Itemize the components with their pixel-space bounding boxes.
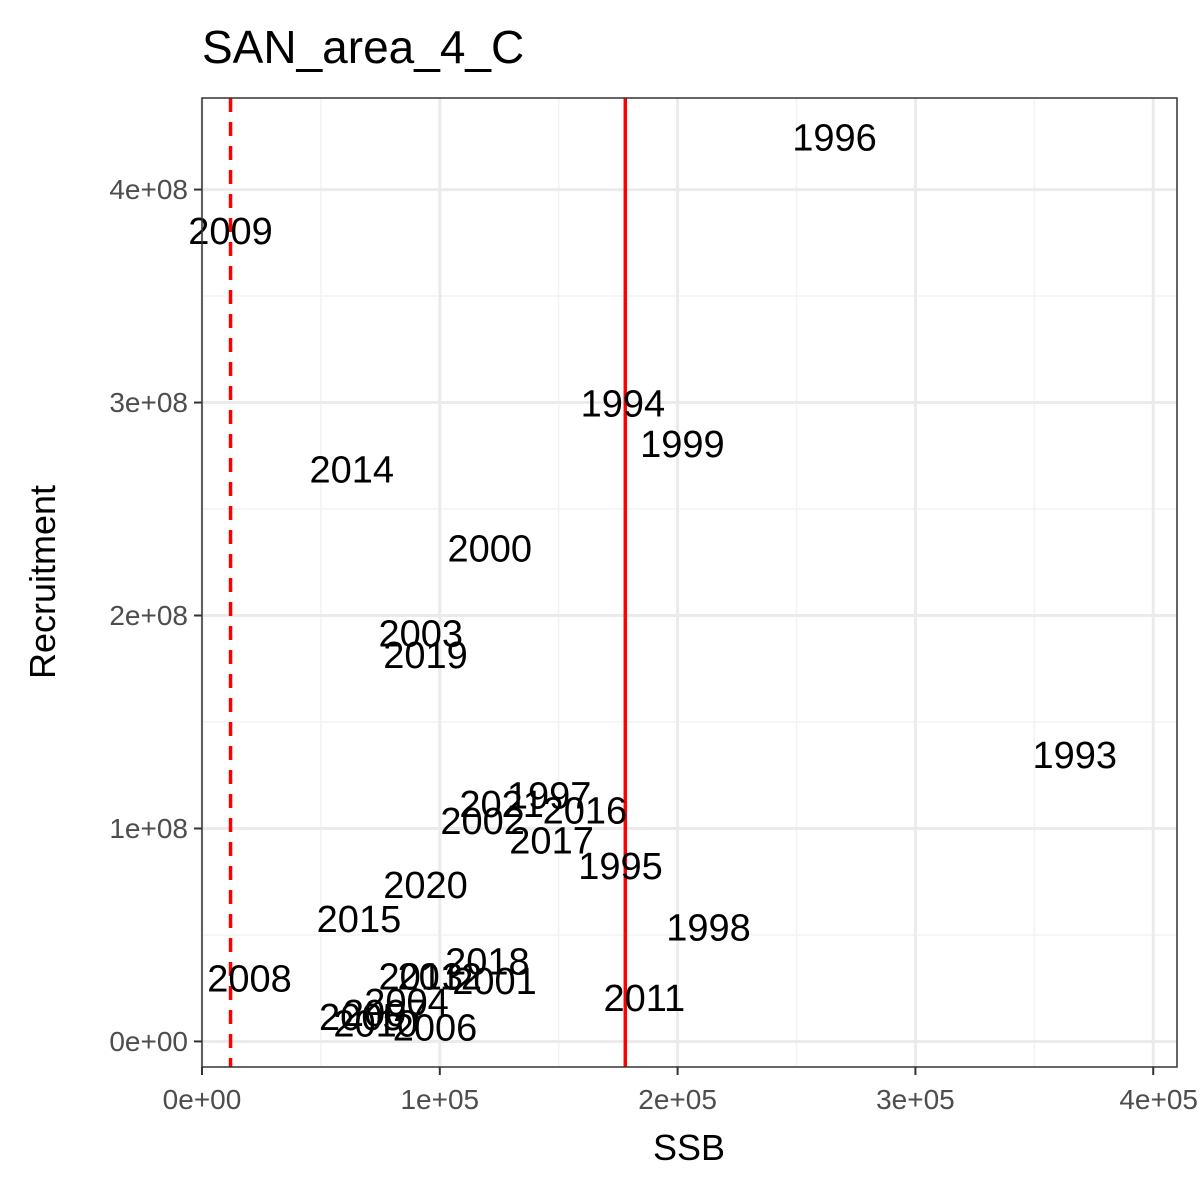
point-label-2019: 2019 (383, 635, 468, 677)
point-label-2020: 2020 (383, 865, 468, 907)
point-label-2006: 2006 (393, 1008, 478, 1050)
chart-title: SAN_area_4_C (202, 21, 524, 73)
y-tick-label: 4e+08 (109, 174, 188, 205)
point-label-2014: 2014 (310, 450, 395, 492)
y-tick-label: 2e+08 (109, 600, 188, 631)
y-axis-title: Recruitment (22, 485, 63, 679)
point-label-2008: 2008 (207, 959, 292, 1001)
point-label-1999: 1999 (640, 424, 725, 466)
point-label-2011: 2011 (603, 978, 685, 1020)
y-tick-label: 1e+08 (109, 813, 188, 844)
reference-lines (228, 98, 628, 1067)
x-tick-label: 0e+00 (163, 1084, 242, 1115)
point-label-2015: 2015 (317, 899, 402, 941)
point-label-2021: 2021 (459, 784, 544, 826)
point-label-2005: 2005 (319, 997, 404, 1039)
y-axis-ticks: 0e+00 1e+08 2e+08 3e+08 4e+08 (109, 174, 202, 1057)
x-tick-label: 3e+05 (876, 1084, 955, 1115)
point-label-1994: 1994 (581, 384, 666, 426)
point-label-2009: 2009 (188, 211, 273, 253)
point-label-2017: 2017 (509, 820, 594, 862)
x-tick-label: 4e+05 (1119, 1084, 1198, 1115)
x-axis-ticks: 0e+00 1e+05 2e+05 3e+05 4e+05 (163, 1067, 1198, 1115)
panel-border (201, 97, 1178, 1068)
point-label-2002: 2002 (440, 801, 525, 843)
x-tick-label: 1e+05 (400, 1084, 479, 1115)
point-label-2001: 2001 (452, 961, 537, 1003)
point-label-2012: 2012 (398, 957, 483, 999)
point-label-2003: 2003 (379, 614, 464, 656)
point-label-1993: 1993 (1032, 735, 1117, 777)
point-labels: 1993 1994 1995 1996 1997 1998 1999 2000 2001 2002… (188, 117, 1117, 1049)
point-label-2007: 2007 (343, 993, 428, 1035)
point-label-2018: 2018 (445, 942, 530, 984)
point-label-2010: 2010 (333, 1003, 418, 1045)
minor-gridlines (202, 98, 1177, 1067)
point-label-2016: 2016 (543, 790, 628, 832)
point-label-1998: 1998 (666, 908, 751, 950)
y-tick-label: 3e+08 (109, 387, 188, 418)
point-label-1997: 1997 (507, 776, 592, 818)
point-label-2013: 2013 (379, 957, 464, 999)
x-axis-title: SSB (653, 1127, 725, 1168)
point-label-1996: 1996 (792, 117, 877, 159)
point-label-2004: 2004 (364, 982, 449, 1024)
point-label-1995: 1995 (578, 846, 663, 888)
point-label-2000: 2000 (447, 528, 532, 570)
x-tick-label: 2e+05 (638, 1084, 717, 1115)
y-tick-label: 0e+00 (109, 1026, 188, 1057)
